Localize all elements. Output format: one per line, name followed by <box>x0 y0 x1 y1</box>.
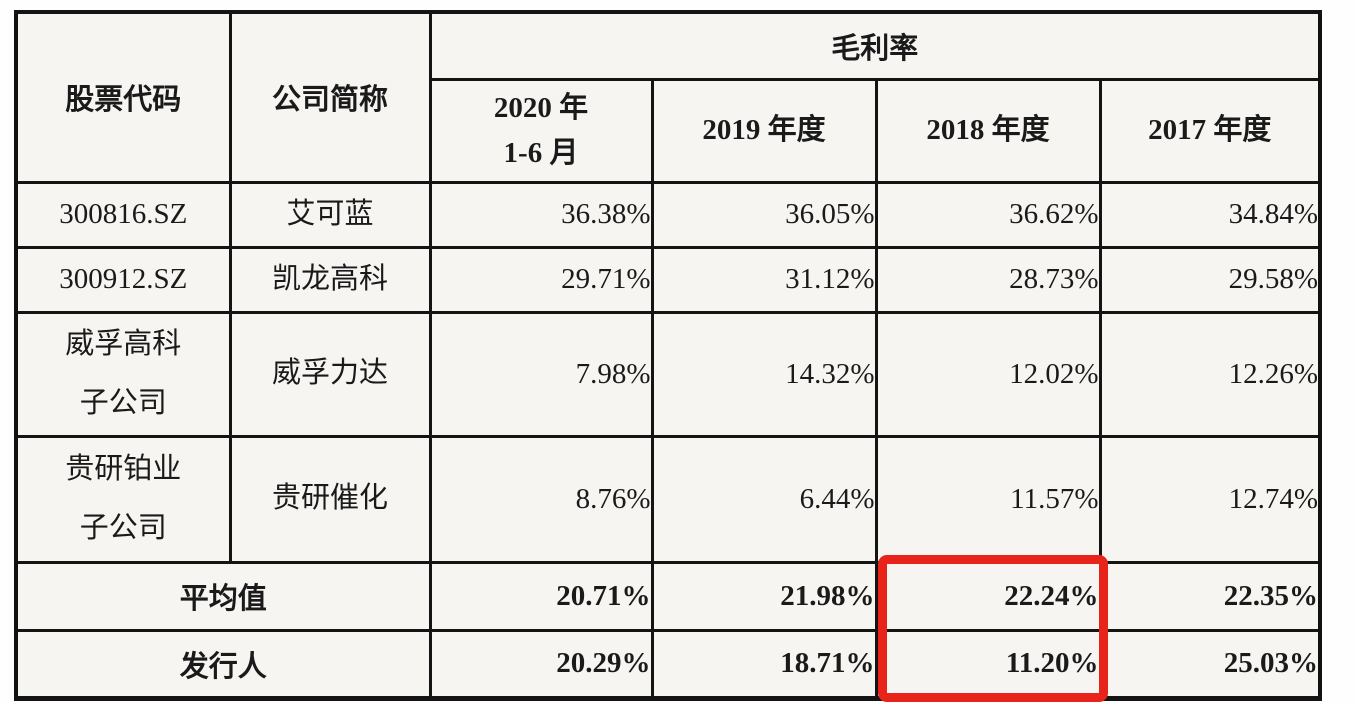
cell-value: 11.57% <box>874 434 1102 564</box>
cell-value: 36.62% <box>874 180 1102 249</box>
cell-value: 12.74% <box>1098 434 1322 564</box>
cell-stock-code: 300816.SZ <box>14 180 232 249</box>
cell-value: 28.73% <box>874 245 1102 314</box>
cell-issuer-label: 发行人 <box>14 628 432 701</box>
cell-value: 31.12% <box>650 245 878 314</box>
cell-company-name: 凯龙高科 <box>228 245 432 314</box>
cell-value: 14.32% <box>650 310 878 438</box>
header-row-2: 2020 年 1-6 月 2019 年度 2018 年度 2017 年度 <box>16 77 1322 184</box>
cell-stock-code: 贵研铂业 子公司 <box>14 434 232 564</box>
cell-company-name: 贵研催化 <box>228 434 432 564</box>
table-row: 贵研铂业 子公司 贵研催化 8.76% 6.44% 11.57% 12.74% <box>14 434 1322 564</box>
cell-value: 36.05% <box>650 180 878 249</box>
cell-value: 25.03% <box>1098 628 1322 701</box>
cell-value-highlighted: 22.24% <box>874 560 1102 632</box>
cell-value: 18.71% <box>650 628 878 701</box>
cell-value: 20.71% <box>428 560 654 632</box>
cell-value: 12.02% <box>874 310 1102 438</box>
cell-value: 20.29% <box>428 628 654 701</box>
cell-value: 7.98% <box>428 310 654 438</box>
cell-company-name: 威孚力达 <box>228 310 432 438</box>
cell-average-label: 平均值 <box>14 560 432 632</box>
header-row-1: 股票代码 公司简称 毛利率 <box>14 10 1322 184</box>
header-cell-period-2019: 2019 年度 <box>650 77 878 184</box>
header-cell-gross-margin: 毛利率 <box>428 10 1322 81</box>
cell-value: 29.71% <box>428 245 654 314</box>
gross-margin-comparison-table: 股票代码 公司简称 毛利率 2020 年 1-6 月 2019 年度 2018 … <box>14 10 1323 701</box>
cell-value: 36.38% <box>428 180 654 249</box>
cell-value: 22.35% <box>1098 560 1322 632</box>
cell-company-name: 艾可蓝 <box>228 180 432 249</box>
table-row: 威孚高科 子公司 威孚力达 7.98% 14.32% 12.02% 12.26% <box>14 310 1322 438</box>
header-cell-period-2017: 2017 年度 <box>1098 77 1322 184</box>
cell-value: 8.76% <box>428 434 654 564</box>
cell-value: 29.58% <box>1098 245 1322 314</box>
header-cell-stock-code: 股票代码 <box>14 10 232 184</box>
cell-stock-code: 300912.SZ <box>14 245 232 314</box>
cell-value: 6.44% <box>650 434 878 564</box>
cell-value-highlighted: 11.20% <box>874 628 1102 701</box>
table-row: 300912.SZ 凯龙高科 29.71% 31.12% 28.73% 29.5… <box>14 245 1322 314</box>
header-cell-company-name: 公司简称 <box>228 10 432 184</box>
cell-stock-code: 威孚高科 子公司 <box>14 310 232 438</box>
cell-value: 21.98% <box>650 560 878 632</box>
average-row: 平均值 20.71% 21.98% 22.24% 22.35% <box>14 560 1322 632</box>
header-cell-period-2020h1: 2020 年 1-6 月 <box>428 77 654 184</box>
issuer-row: 发行人 20.29% 18.71% 11.20% 25.03% <box>14 628 1322 701</box>
cell-value: 12.26% <box>1098 310 1322 438</box>
cell-value: 34.84% <box>1098 180 1322 249</box>
header-cell-period-2018: 2018 年度 <box>874 77 1102 184</box>
table-row: 300816.SZ 艾可蓝 36.38% 36.05% 36.62% 34.84… <box>14 180 1322 249</box>
